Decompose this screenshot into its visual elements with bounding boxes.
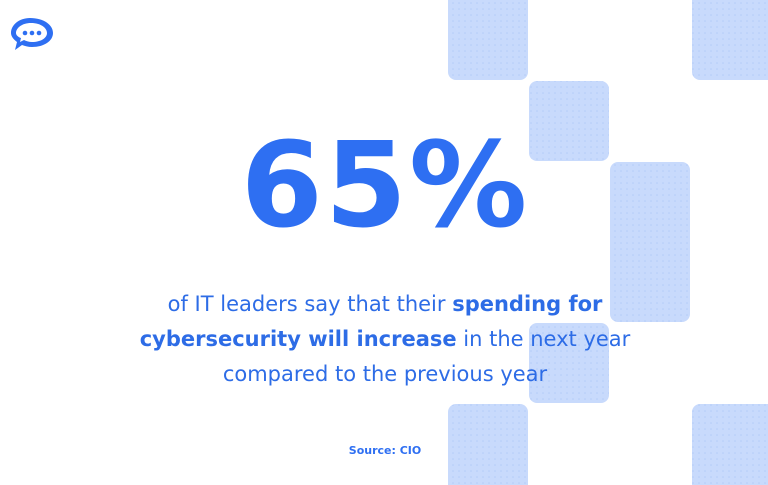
- text: compared to the previous year: [222, 362, 548, 386]
- bold-text: cybersecurity will increase: [139, 327, 457, 351]
- description-line: cybersecurity will increase in the next …: [0, 322, 768, 357]
- checker-squares: [448, 0, 768, 485]
- description-line: compared to the previous year: [0, 357, 768, 392]
- text: of IT leaders say that their: [167, 292, 453, 316]
- description: of IT leaders say that their spending fo…: [0, 287, 768, 392]
- headline-stat: 65%: [240, 116, 530, 254]
- logo: [11, 18, 53, 50]
- bold-text: spending for: [452, 292, 603, 316]
- description-line: of IT leaders say that their spending fo…: [0, 287, 768, 322]
- text: in the next year: [456, 327, 631, 351]
- source: Source: CIO: [348, 444, 422, 457]
